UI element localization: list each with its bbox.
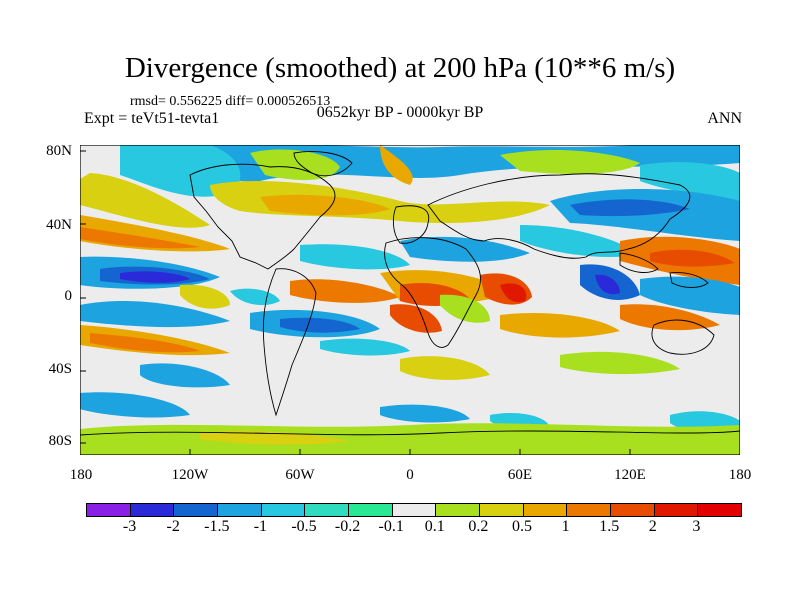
colorbar-box	[261, 504, 306, 516]
lat-label-80n: 80N	[46, 143, 72, 159]
colorbar-box	[130, 504, 175, 516]
colorbar-label: -1	[253, 518, 268, 535]
colorbar-label: 2	[648, 518, 657, 535]
colorbar-box	[698, 504, 742, 516]
lon-label-120e: 120E	[614, 467, 646, 483]
colorbar-label: -3	[122, 518, 137, 535]
colorbar-label: 0.5	[512, 518, 532, 535]
lon-label-180e: 180	[728, 467, 752, 483]
experiment-label: Expt = teVt51-tevta1	[84, 110, 220, 127]
colorbar-label: 3	[692, 518, 701, 535]
lon-label-120w: 120W	[171, 467, 209, 483]
colorbar-box	[480, 504, 524, 516]
coastlines	[80, 151, 740, 436]
colorbar-label: -0.2	[334, 518, 361, 535]
rmsd-diff-stats: rmsd= 0.556225 diff= 0.000526513	[130, 94, 331, 109]
colorbar-box	[218, 504, 262, 516]
colorbar-box	[174, 504, 219, 516]
lon-label-0: 0	[406, 467, 414, 483]
page-title: Divergence (smoothed) at 200 hPa (10**6 …	[124, 52, 676, 84]
colorbar-box	[305, 504, 350, 516]
colorbar-box	[654, 504, 699, 516]
colorbar-label: -2	[166, 518, 180, 535]
colorbar-label: -1.5	[204, 518, 230, 535]
colorbar-box	[392, 504, 437, 516]
colorbar-box	[611, 504, 655, 516]
lon-label-180w: 180	[69, 467, 93, 483]
colorbar	[86, 503, 742, 517]
colorbar-box	[87, 504, 131, 516]
axis-ticks	[80, 150, 631, 455]
colorbar-label: 1	[561, 518, 570, 535]
colorbar-box	[436, 504, 481, 516]
colorbar-box	[523, 504, 568, 516]
colorbar-box	[567, 504, 612, 516]
colorbar-label: 1.5	[599, 518, 620, 535]
lat-label-40s: 40S	[48, 361, 72, 377]
colorbar-label: -0.1	[378, 518, 404, 535]
colorbar-label: 0.1	[424, 518, 445, 535]
colorbar-box	[349, 504, 393, 516]
colorbar-label: 0.2	[468, 518, 489, 535]
lon-label-60w: 60W	[285, 467, 315, 483]
lon-label-60e: 60E	[507, 467, 533, 483]
lat-label-eq: 0	[64, 288, 73, 304]
period-label: 0652kyr BP - 0000kyr BP	[316, 104, 484, 121]
colorbar-label: -0.5	[291, 518, 317, 535]
divergence-map	[80, 145, 740, 455]
lat-label-40n: 40N	[46, 217, 72, 233]
lat-label-80s: 80S	[48, 433, 72, 449]
season-label: ANN	[707, 110, 742, 127]
